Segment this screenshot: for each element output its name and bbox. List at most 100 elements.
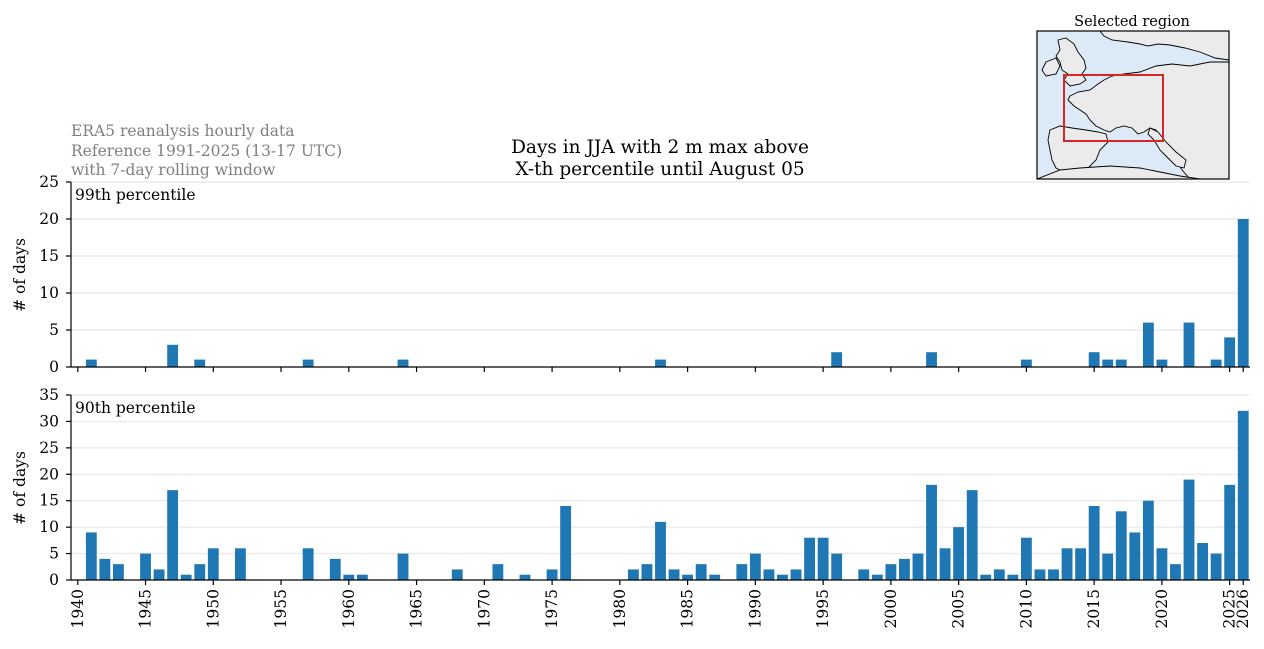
- inset-frame: [1036, 30, 1230, 180]
- bar-1982: [641, 564, 653, 580]
- inset-title: Selected region: [1074, 14, 1190, 30]
- bar-2019: [1142, 500, 1154, 580]
- bar-2022: [1183, 322, 1195, 367]
- bar-2024: [1210, 553, 1222, 580]
- chart-title-line-1: Days in JJA with 2 m max above: [511, 137, 809, 158]
- bar-1984: [668, 569, 680, 580]
- y-tick-label: 15: [39, 492, 59, 510]
- x-tick-label: 2005: [950, 589, 968, 628]
- bar-1957: [302, 359, 314, 367]
- y-tick-label: 5: [49, 321, 59, 339]
- y-tick-label: 10: [39, 518, 59, 536]
- bar-2012: [1048, 569, 1059, 580]
- bar-2008: [993, 569, 1005, 580]
- bar-1990: [749, 553, 761, 580]
- bar-1948: [180, 574, 192, 580]
- chart-title-line-2: X-th percentile until August 05: [515, 159, 804, 180]
- bar-1996: [831, 553, 843, 580]
- x-tick-label: 2000: [882, 589, 900, 628]
- x-ticks-99th: [77, 367, 1244, 372]
- x-tick-label: 1950: [204, 589, 222, 628]
- x-tick-label: 1980: [611, 589, 629, 628]
- bar-1947: [167, 490, 179, 580]
- bar-2006: [966, 490, 978, 580]
- x-tick-label: 2015: [1085, 589, 1103, 628]
- bar-2019: [1142, 322, 1154, 367]
- bar-2015: [1088, 352, 1100, 367]
- bar-1949: [194, 359, 206, 367]
- bar-2003: [926, 484, 937, 580]
- bar-2013: [1061, 548, 1073, 580]
- y-tick-label: 25: [39, 173, 59, 191]
- y-tick-label: 0: [49, 358, 59, 376]
- bar-2025: [1224, 337, 1236, 367]
- bar-1981: [627, 569, 639, 580]
- bar-1957: [302, 548, 314, 580]
- y-tick-label: 30: [39, 412, 59, 430]
- bar-1976: [560, 506, 572, 580]
- bar-2003: [926, 352, 937, 367]
- bar-1998: [858, 569, 870, 580]
- bar-2022: [1183, 479, 1195, 580]
- bar-2016: [1102, 553, 1114, 580]
- x-tick-label: 1985: [679, 589, 697, 628]
- bar-2024: [1210, 359, 1222, 367]
- bars-90th: [85, 410, 1249, 580]
- bar-2014: [1075, 548, 1087, 580]
- bar-1959: [329, 558, 341, 580]
- bar-1961: [356, 574, 368, 580]
- bar-2018: [1129, 532, 1141, 580]
- bar-1945: [140, 553, 151, 580]
- bar-2010: [1020, 359, 1032, 367]
- bar-1942: [99, 558, 111, 580]
- panel-99th-percentile: 0 5 10 15 20 25 99th percentile # of days: [11, 173, 1250, 376]
- bar-1989: [736, 564, 748, 580]
- bar-2004: [939, 548, 951, 580]
- bar-2017: [1115, 511, 1127, 580]
- region-inset-map: Selected region: [1036, 14, 1230, 180]
- x-tick-label: 1975: [543, 589, 561, 628]
- x-tick-label: 1940: [69, 589, 87, 628]
- x-tick-label: 1995: [814, 589, 832, 628]
- bar-2005: [953, 527, 965, 580]
- bar-1949: [194, 564, 206, 580]
- bar-1999: [871, 574, 883, 580]
- bar-1983: [655, 521, 666, 580]
- bar-2023: [1197, 543, 1208, 580]
- y-tick-label: 20: [39, 210, 59, 228]
- bar-2021: [1170, 564, 1181, 580]
- bar-1950: [207, 548, 219, 580]
- x-tick-label: 2020: [1153, 589, 1171, 628]
- bar-1964: [397, 553, 409, 580]
- y-tick-label: 5: [49, 545, 59, 563]
- x-tick-label: 1970: [475, 589, 493, 628]
- y-axis-label-99th: # of days: [11, 238, 29, 312]
- bar-2017: [1115, 359, 1127, 367]
- selected-region-box: [1063, 74, 1164, 142]
- bar-1943: [113, 564, 124, 580]
- x-tick-label: 1945: [137, 589, 155, 628]
- bar-1947: [167, 344, 179, 367]
- bar-1983: [655, 359, 666, 367]
- bar-2026: [1237, 219, 1249, 367]
- x-tick-label: 2010: [1017, 589, 1035, 628]
- bar-2011: [1034, 569, 1046, 580]
- x-tick-label: 1955: [272, 589, 290, 628]
- bar-1946: [153, 569, 165, 580]
- y-tick-label: 25: [39, 439, 59, 457]
- bar-1973: [519, 574, 531, 580]
- bar-1994: [804, 537, 815, 580]
- bar-2015: [1088, 506, 1100, 580]
- y-tick-label: 10: [39, 284, 59, 302]
- bar-1941: [85, 532, 97, 580]
- y-tick-label: 35: [39, 386, 59, 404]
- bar-1991: [763, 569, 775, 580]
- bar-2026: [1237, 410, 1249, 580]
- bar-2001: [899, 558, 910, 580]
- bar-1960: [343, 574, 355, 580]
- gridlines-99th: [71, 181, 1250, 331]
- bars-99th: [85, 219, 1249, 367]
